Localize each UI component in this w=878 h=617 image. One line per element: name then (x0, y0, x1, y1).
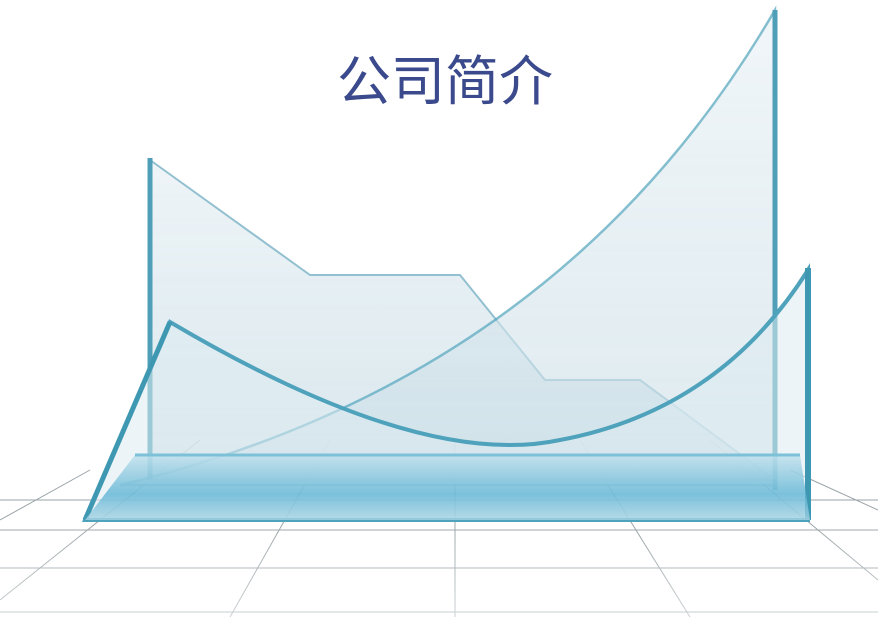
base-slab (85, 455, 810, 520)
front-panel-left-edge (82, 321, 173, 521)
reflection-fade (0, 520, 878, 617)
slide-title: 公司简介 (337, 50, 553, 113)
